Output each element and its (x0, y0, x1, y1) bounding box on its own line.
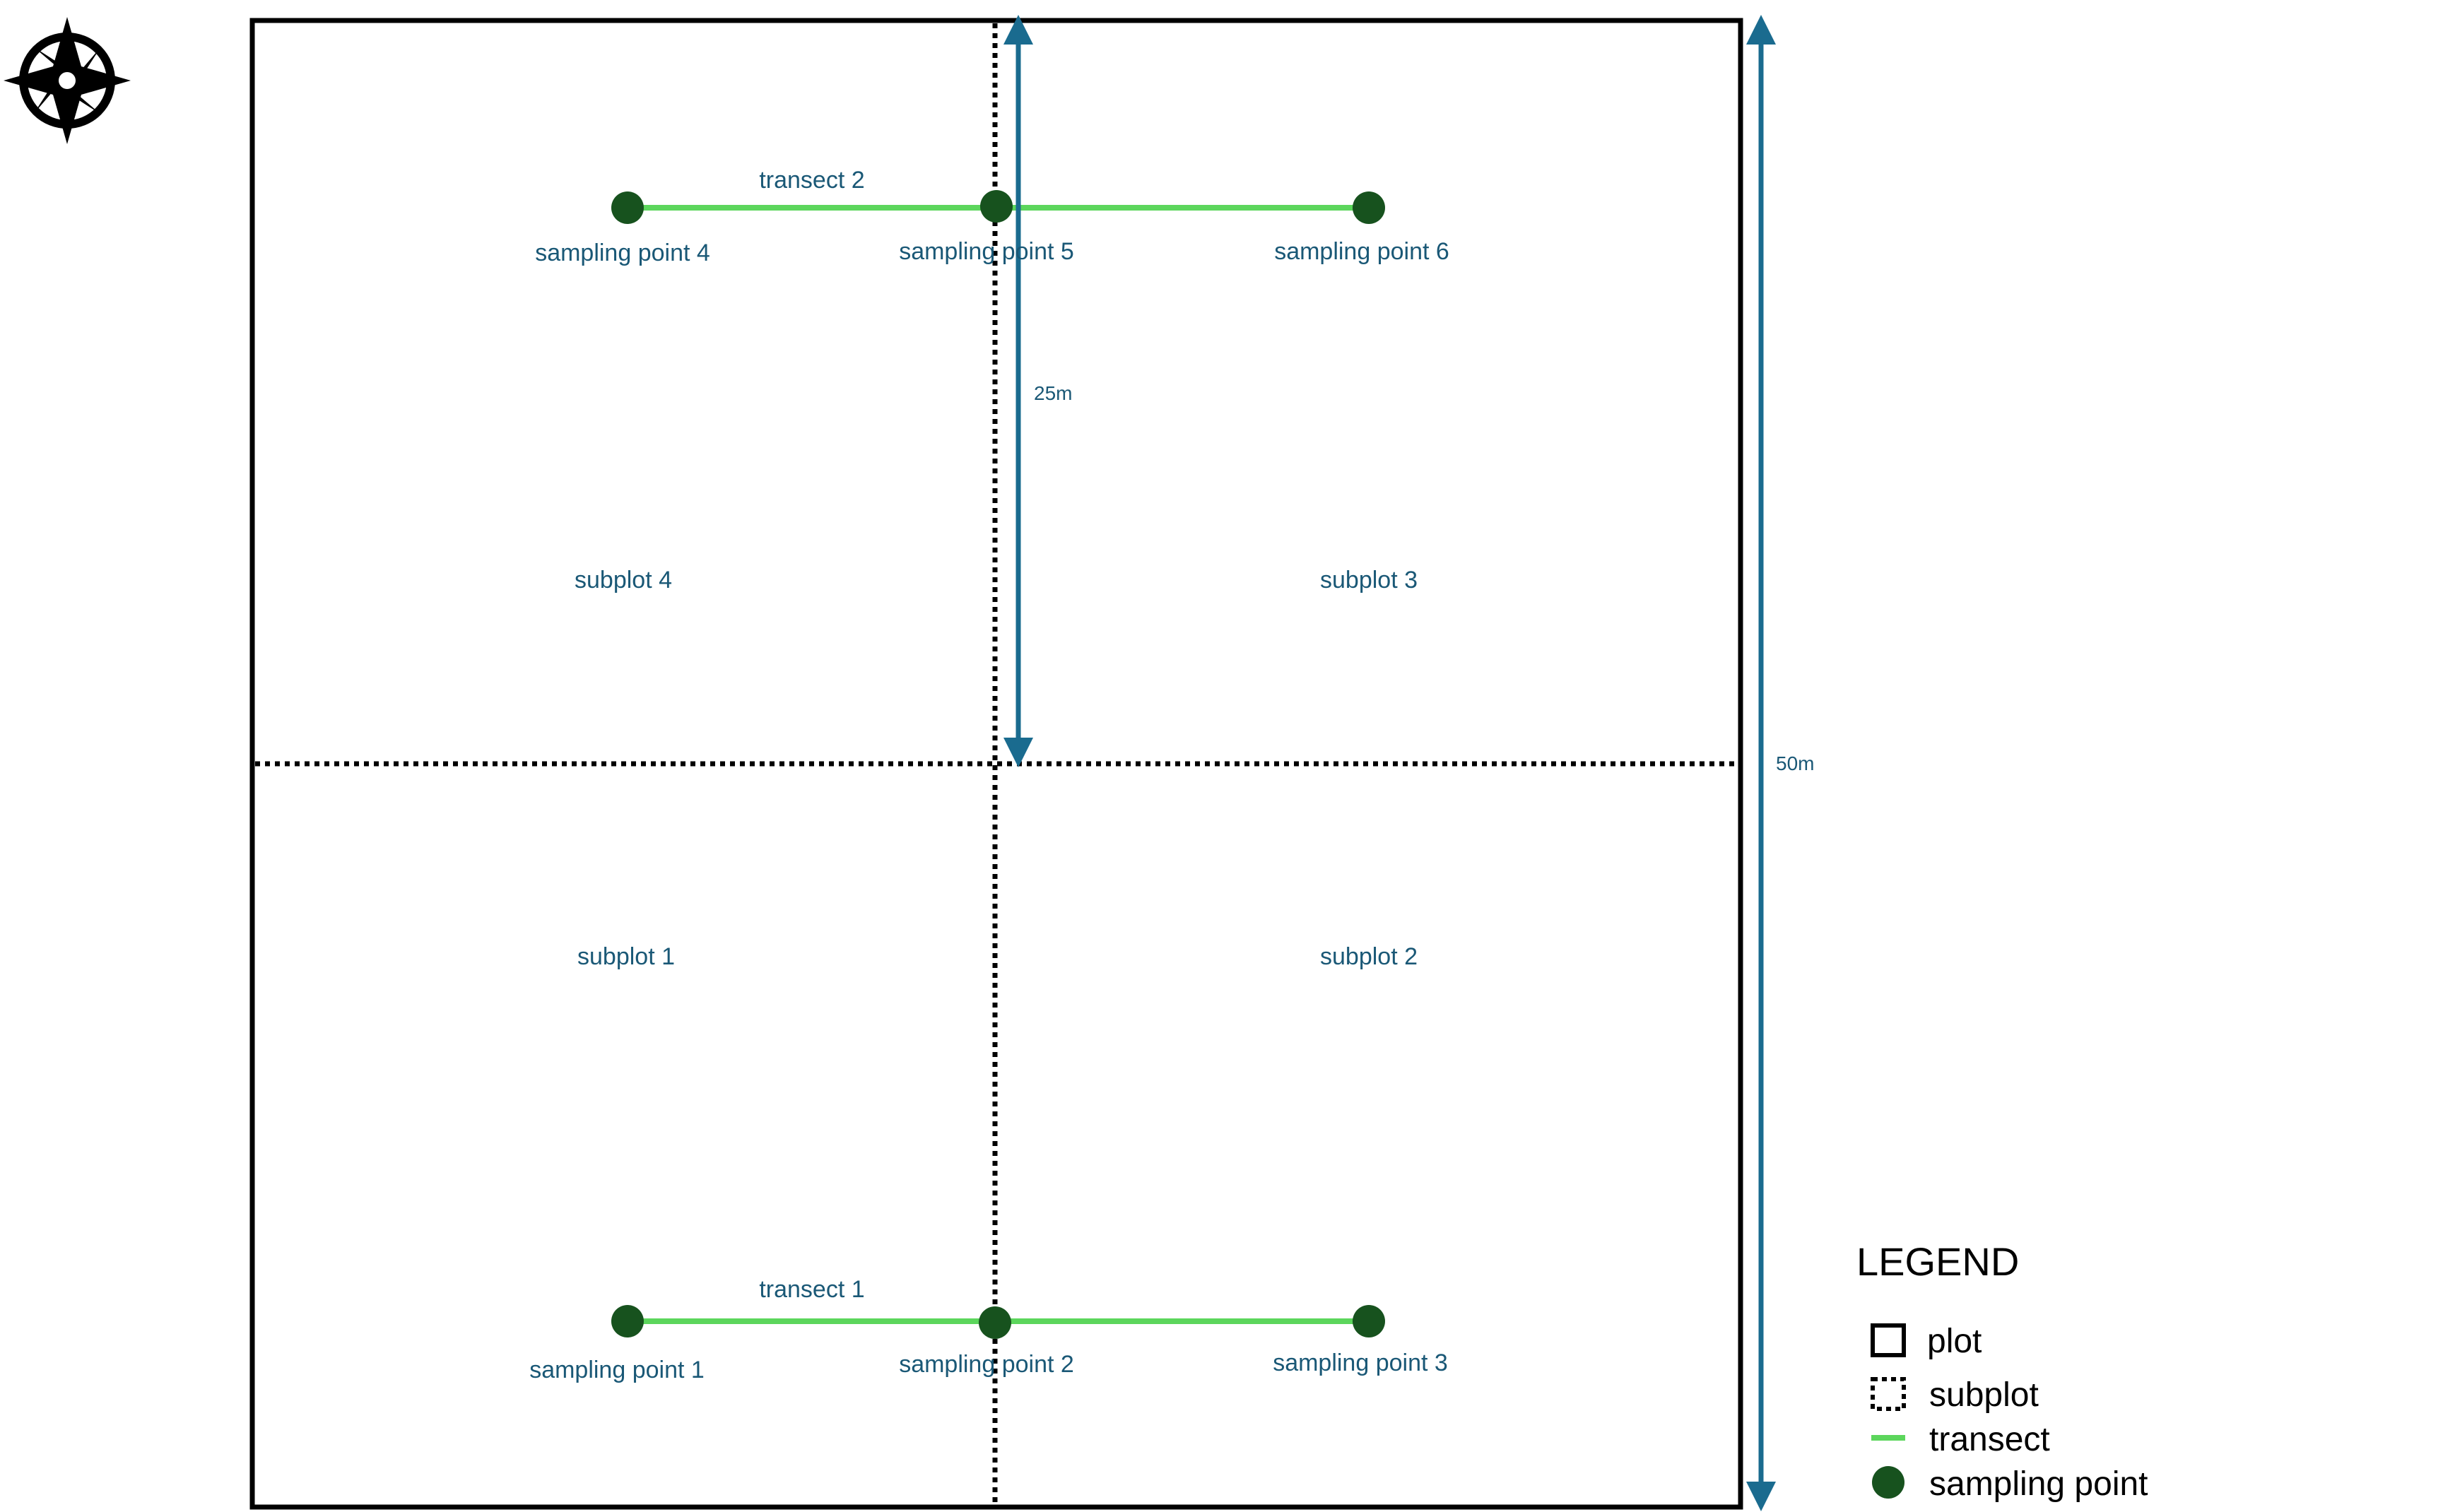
compass-rose-icon (4, 17, 131, 144)
sampling-point-label: sampling point 6 (1274, 238, 1449, 265)
sampling-point-label: sampling point 3 (1273, 1349, 1448, 1376)
legend: LEGEND plot subplot transect sampling po… (1856, 1239, 2148, 1503)
legend-label-transect: transect (1929, 1421, 2050, 1458)
transect-label: transect 1 (759, 1276, 864, 1303)
subplot-label: subplot 3 (1320, 567, 1418, 593)
subplot-label: subplot 2 (1320, 943, 1418, 970)
sampling-point-label: sampling point 4 (535, 240, 710, 266)
sampling-point-label: sampling point 2 (899, 1351, 1074, 1378)
legend-label-sampling-point: sampling point (1929, 1465, 2148, 1503)
transect-label: transect 2 (759, 167, 864, 194)
sampling-point-marker-5 (980, 190, 1013, 223)
sampling-point-label: sampling point 1 (529, 1357, 705, 1383)
legend-label-plot: plot (1927, 1323, 1982, 1360)
subplot-label: subplot 1 (577, 943, 675, 970)
legend-title: LEGEND (1856, 1239, 2019, 1284)
sampling-point-marker-2 (979, 1306, 1011, 1339)
subplot-height-label: 25m (1034, 382, 1072, 404)
sampling-point-label: sampling point 5 (899, 238, 1074, 265)
subplot-label: subplot 4 (575, 567, 672, 593)
legend-plot-symbol (1871, 1323, 1906, 1357)
sampling-point-marker-1 (611, 1305, 644, 1337)
legend-label-subplot: subplot (1929, 1376, 2039, 1414)
legend-subplot-symbol (1871, 1377, 1906, 1411)
sampling-point-marker-3 (1353, 1305, 1385, 1337)
legend-sampling-point-symbol (1872, 1466, 1904, 1499)
sampling-point-marker-6 (1353, 191, 1385, 224)
plot-boundary (249, 18, 1743, 1510)
plot-height-label: 50m (1776, 752, 1814, 774)
sampling-point-marker-4 (611, 191, 644, 224)
